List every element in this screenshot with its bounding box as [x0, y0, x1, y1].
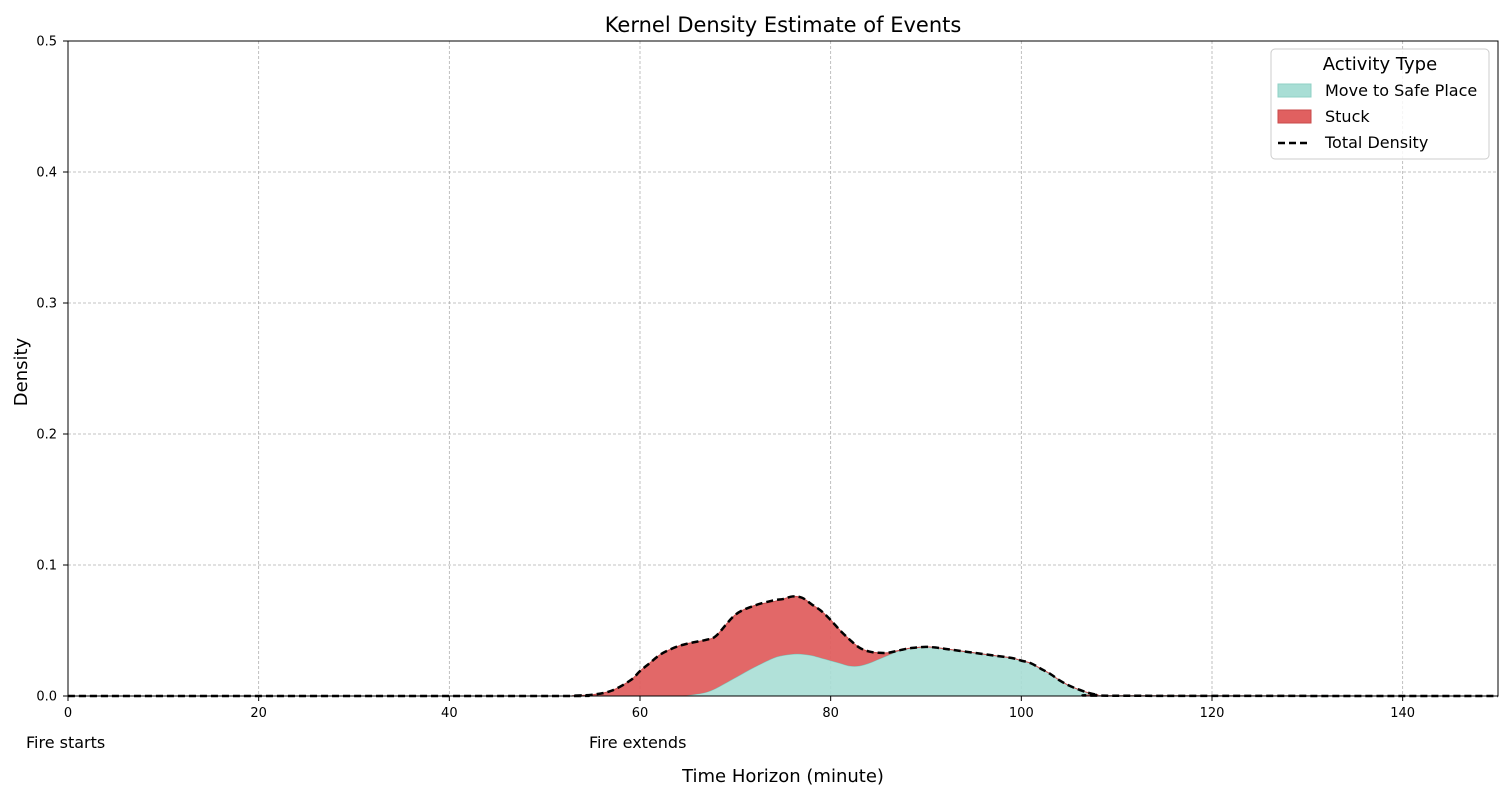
x-tick-label: 20 — [250, 706, 267, 721]
x-tick-label: 80 — [822, 706, 839, 721]
legend-box — [1270, 48, 1490, 160]
legend-label-stuck: Stuck — [1325, 107, 1370, 126]
legend: Activity Type Move to Safe Place Stuck T… — [1270, 48, 1490, 160]
y-axis-title: Density — [11, 337, 32, 406]
y-tick-label: 0.5 — [36, 35, 57, 50]
legend-title: Activity Type — [1323, 54, 1437, 75]
legend-label-total-density: Total Density — [1324, 133, 1428, 152]
x-tick-label: 60 — [632, 706, 649, 721]
y-tick-label: 0.2 — [36, 428, 57, 443]
plot-frame — [67, 40, 1499, 697]
total-density-line — [67, 595, 1499, 698]
legend-swatch-stuck — [1277, 109, 1312, 124]
area-series-move-to-safe-place — [68, 646, 1498, 697]
annotation-fire-starts: Fire starts — [26, 733, 105, 752]
legend-label-move-to-safe-place: Move to Safe Place — [1325, 81, 1477, 100]
x-axis-title: Time Horizon (minute) — [681, 766, 884, 787]
x-tick-label: 40 — [441, 706, 458, 721]
axis-ticks: 0 20 40 60 80 100 120 140 0.0 0.1 0.2 0.3 0.4 0.5 — [36, 35, 1415, 722]
area-series-stuck — [68, 596, 1498, 697]
legend-swatch-move-to-safe-place — [1277, 83, 1312, 98]
annotation-fire-extends: Fire extends — [589, 733, 686, 752]
y-tick-label: 0.4 — [36, 166, 57, 181]
x-tick-label: 140 — [1390, 706, 1415, 721]
y-tick-label: 0.1 — [36, 559, 57, 574]
y-tick-label: 0.0 — [36, 690, 57, 705]
total-density-path — [67, 595, 1499, 698]
x-tick-label: 100 — [1009, 706, 1034, 721]
x-tick-label: 0 — [64, 706, 72, 721]
y-tick-label: 0.3 — [36, 297, 57, 312]
chart-title: Kernel Density Estimate of Events — [605, 13, 962, 37]
x-tick-label: 120 — [1200, 706, 1225, 721]
